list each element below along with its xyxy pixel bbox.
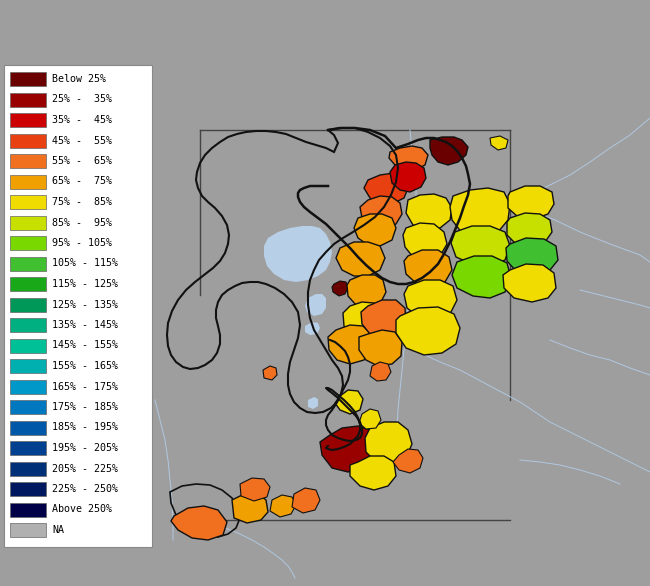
Polygon shape (364, 173, 408, 204)
Bar (10, 236, 46, 250)
Polygon shape (503, 264, 556, 302)
Text: 25% -  35%: 25% - 35% (52, 94, 112, 104)
Bar (10, 441, 46, 455)
Polygon shape (396, 307, 460, 355)
Text: 105% - 115%: 105% - 115% (52, 258, 118, 268)
Bar (10, 175, 46, 189)
Polygon shape (506, 238, 558, 274)
Bar (10, 359, 46, 373)
Polygon shape (264, 226, 332, 282)
Polygon shape (450, 188, 510, 237)
Bar (10, 298, 46, 312)
Polygon shape (171, 506, 227, 540)
Polygon shape (347, 275, 386, 308)
Text: 65% -  75%: 65% - 75% (52, 176, 112, 186)
Text: Below 25%: Below 25% (52, 74, 106, 84)
Polygon shape (308, 397, 318, 409)
Polygon shape (370, 362, 391, 381)
Bar (10, 72, 46, 86)
Polygon shape (359, 330, 402, 366)
Polygon shape (404, 250, 452, 287)
Polygon shape (406, 194, 452, 230)
Text: 205% - 225%: 205% - 225% (52, 464, 118, 473)
Text: 175% - 185%: 175% - 185% (52, 402, 118, 412)
Polygon shape (451, 226, 510, 266)
Polygon shape (328, 325, 372, 364)
Text: 85% -  95%: 85% - 95% (52, 217, 112, 227)
Polygon shape (343, 302, 382, 338)
Polygon shape (452, 256, 511, 298)
Polygon shape (430, 137, 468, 165)
Polygon shape (393, 449, 423, 473)
Bar (10, 380, 46, 394)
Polygon shape (350, 456, 396, 490)
Polygon shape (240, 478, 270, 501)
Polygon shape (507, 213, 552, 246)
Bar (10, 503, 46, 516)
Text: 45% -  55%: 45% - 55% (52, 135, 112, 145)
Bar (10, 277, 46, 291)
Text: 35% -  45%: 35% - 45% (52, 115, 112, 125)
Text: 155% - 165%: 155% - 165% (52, 361, 118, 371)
Text: NA: NA (52, 525, 64, 535)
Text: Above 250%: Above 250% (52, 505, 112, 515)
Bar (10, 195, 46, 209)
Text: 115% - 125%: 115% - 125% (52, 279, 118, 289)
Bar (10, 318, 46, 332)
Polygon shape (490, 136, 508, 150)
Bar (4, 65, 152, 547)
Bar (10, 523, 46, 537)
Polygon shape (270, 495, 296, 517)
Polygon shape (305, 294, 326, 316)
Text: 75% -  85%: 75% - 85% (52, 197, 112, 207)
Polygon shape (232, 494, 268, 523)
Polygon shape (360, 196, 402, 228)
Bar (10, 93, 46, 107)
Text: 195% - 205%: 195% - 205% (52, 443, 118, 453)
Bar (10, 113, 46, 127)
Text: 145% - 155%: 145% - 155% (52, 340, 118, 350)
Text: 95% - 105%: 95% - 105% (52, 238, 112, 248)
Polygon shape (336, 242, 385, 276)
Polygon shape (404, 280, 457, 320)
Bar (10, 421, 46, 434)
Polygon shape (389, 146, 428, 170)
Polygon shape (403, 223, 447, 260)
Polygon shape (390, 162, 426, 192)
Polygon shape (335, 390, 363, 414)
Polygon shape (359, 409, 381, 429)
Polygon shape (292, 488, 320, 513)
Polygon shape (305, 322, 320, 335)
Bar (10, 462, 46, 475)
Bar (10, 339, 46, 353)
Text: 225% - 250%: 225% - 250% (52, 484, 118, 494)
Polygon shape (361, 300, 406, 338)
Bar (10, 482, 46, 496)
Text: 165% - 175%: 165% - 175% (52, 381, 118, 391)
Text: 185% - 195%: 185% - 195% (52, 423, 118, 432)
Bar (10, 400, 46, 414)
Polygon shape (263, 366, 277, 380)
Text: 135% - 145%: 135% - 145% (52, 320, 118, 330)
Text: 125% - 135%: 125% - 135% (52, 299, 118, 309)
Bar (10, 134, 46, 148)
Polygon shape (332, 281, 348, 296)
Polygon shape (354, 214, 396, 246)
Polygon shape (365, 422, 412, 465)
Polygon shape (320, 426, 378, 472)
Text: 55% -  65%: 55% - 65% (52, 156, 112, 166)
Bar (10, 257, 46, 271)
Polygon shape (508, 186, 554, 219)
Bar (10, 216, 46, 230)
Bar (10, 154, 46, 168)
